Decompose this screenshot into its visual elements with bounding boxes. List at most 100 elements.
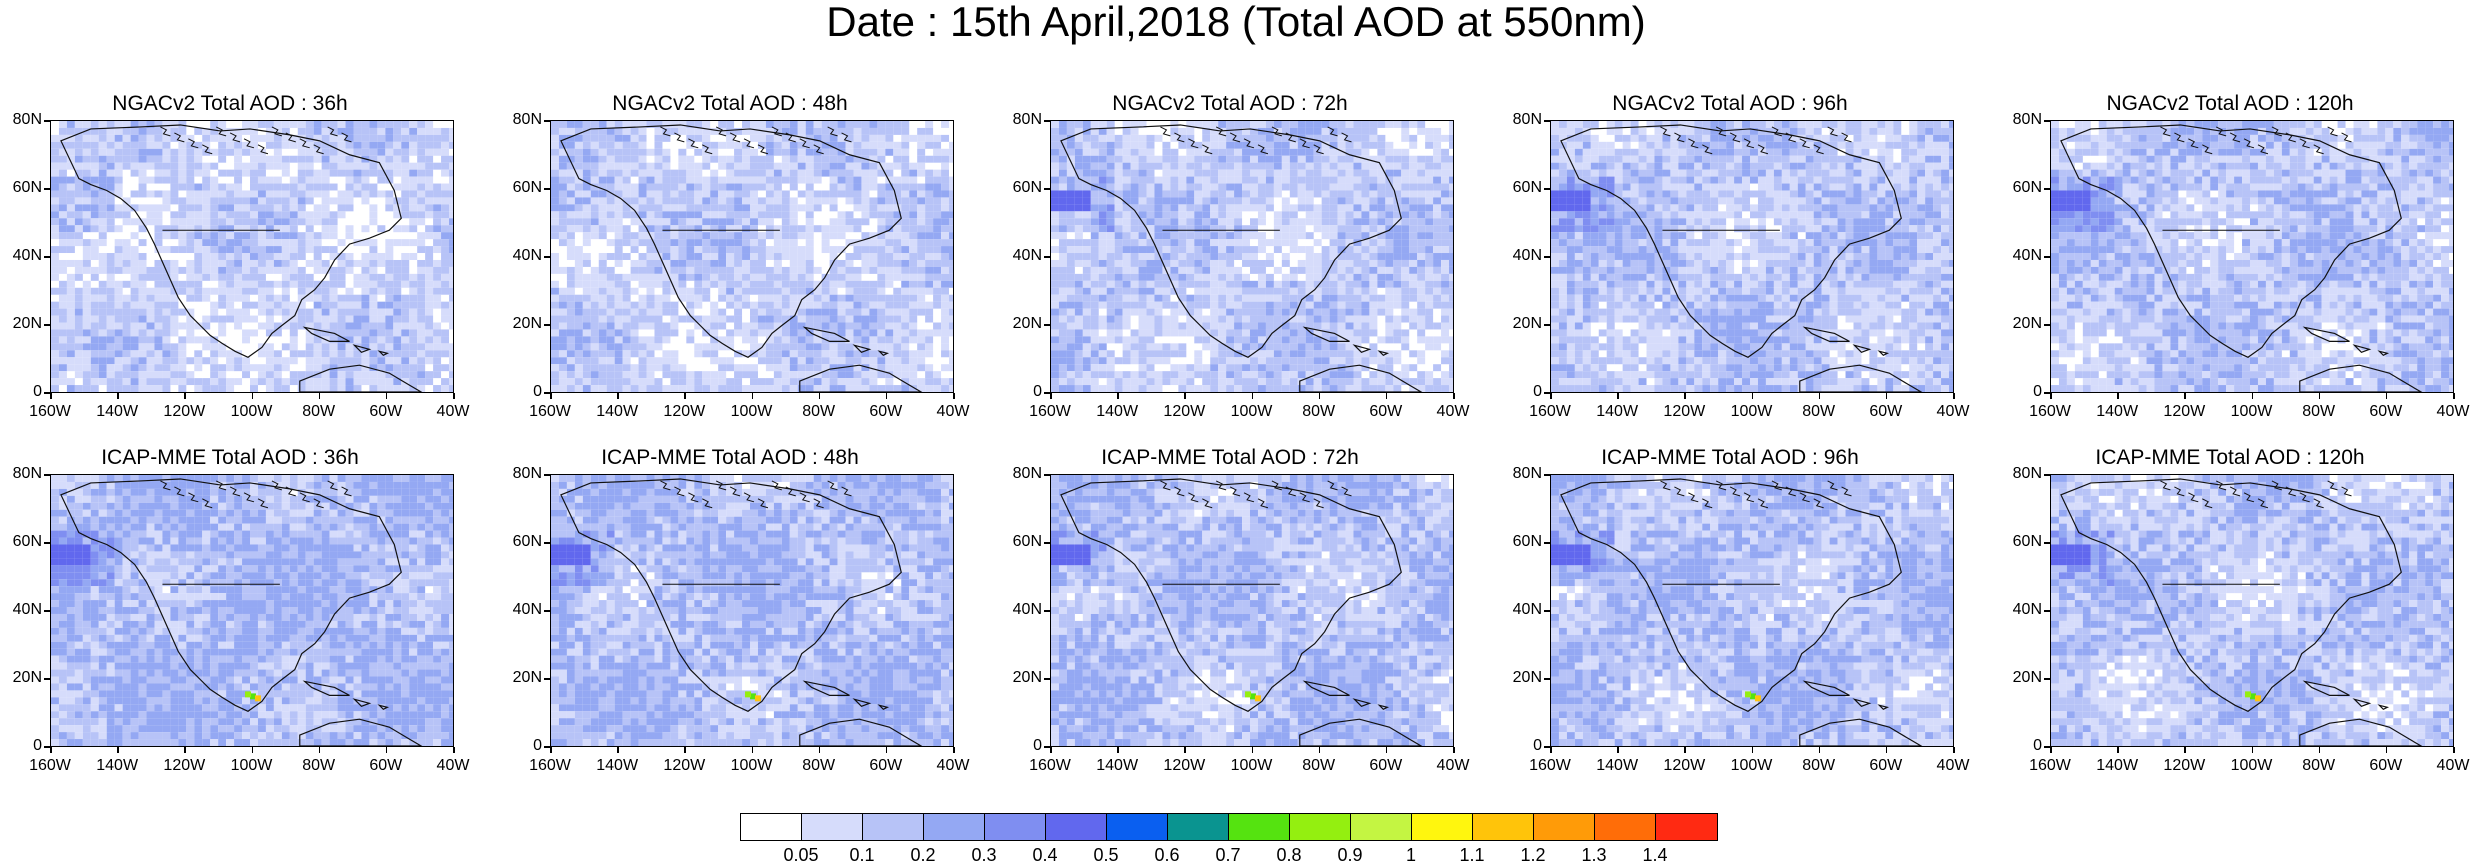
- aod-cell: [806, 246, 814, 253]
- aod-cell: [290, 218, 298, 225]
- aod-cell: [710, 371, 718, 378]
- aod-cell: [750, 190, 758, 197]
- aod-cell: [250, 378, 258, 385]
- aod-cell: [401, 225, 409, 232]
- aod-cell: [1154, 357, 1162, 364]
- aod-cell: [210, 385, 218, 392]
- aod-cell: [1274, 343, 1282, 350]
- aod-cell: [742, 156, 750, 163]
- aod-cell: [1107, 371, 1115, 378]
- aod-cell: [449, 218, 453, 225]
- aod-cell: [1067, 184, 1075, 191]
- aod-cell: [639, 253, 647, 260]
- aod-cell: [782, 163, 790, 170]
- aod-cell: [83, 316, 91, 323]
- aod-cell: [694, 267, 702, 274]
- aod-cell: [218, 246, 226, 253]
- aod-cell: [1338, 274, 1346, 281]
- aod-cell: [1298, 163, 1306, 170]
- aod-cell: [123, 142, 131, 149]
- aod-cell: [170, 316, 178, 323]
- aod-cell: [1234, 288, 1242, 295]
- aod-cell: [369, 149, 377, 156]
- aod-cell: [91, 121, 99, 128]
- aod-cell: [615, 329, 623, 336]
- aod-cell: [1147, 364, 1155, 371]
- aod-cell: [1338, 156, 1346, 163]
- aod-cell: [766, 267, 774, 274]
- aod-cell: [1314, 204, 1322, 211]
- aod-cell: [774, 260, 782, 267]
- aod-cell: [1051, 329, 1059, 336]
- aod-cell: [139, 350, 147, 357]
- aod-cell: [599, 350, 607, 357]
- aod-cell: [559, 204, 567, 211]
- aod-cell: [551, 149, 559, 156]
- aod-cell: [806, 184, 814, 191]
- aod-cell: [1147, 316, 1155, 323]
- aod-cell: [1067, 267, 1075, 274]
- aod-cell: [1226, 121, 1234, 128]
- aod-cell: [202, 336, 210, 343]
- aod-cell: [853, 246, 861, 253]
- aod-cell: [647, 246, 655, 253]
- aod-cell: [678, 149, 686, 156]
- aod-cell: [1147, 357, 1155, 364]
- aod-cell: [806, 274, 814, 281]
- aod-cell: [567, 364, 575, 371]
- aod-cell: [1338, 197, 1346, 204]
- aod-cell: [369, 329, 377, 336]
- aod-cell: [750, 316, 758, 323]
- aod-cell: [361, 267, 369, 274]
- aod-cell: [314, 121, 322, 128]
- aod-cell: [877, 288, 885, 295]
- aod-cell: [147, 274, 155, 281]
- aod-cell: [91, 267, 99, 274]
- aod-cell: [154, 329, 162, 336]
- aod-cell: [838, 260, 846, 267]
- aod-cell: [774, 239, 782, 246]
- aod-cell: [1282, 197, 1290, 204]
- aod-cell: [67, 323, 75, 330]
- aod-cell: [67, 121, 75, 128]
- aod-cell: [441, 302, 449, 309]
- aod-cell: [1353, 260, 1361, 267]
- aod-cell: [178, 225, 186, 232]
- aod-cell: [774, 281, 782, 288]
- aod-cell: [1147, 274, 1155, 281]
- aod-cell: [1170, 323, 1178, 330]
- lat-tick: [544, 120, 550, 122]
- aod-cell: [282, 218, 290, 225]
- aod-cell: [694, 371, 702, 378]
- aod-cell: [909, 281, 917, 288]
- aod-cell: [901, 323, 909, 330]
- aod-cell: [917, 350, 925, 357]
- aod-cell: [822, 163, 830, 170]
- aod-cell: [702, 163, 710, 170]
- aod-cell: [338, 142, 346, 149]
- aod-cell: [266, 211, 274, 218]
- aod-cell: [1194, 329, 1202, 336]
- aod-cell: [1162, 177, 1170, 184]
- aod-cell: [814, 170, 822, 177]
- aod-cell: [393, 350, 401, 357]
- aod-cell: [441, 336, 449, 343]
- aod-cell: [298, 218, 306, 225]
- aod-cell: [385, 121, 393, 128]
- aod-cell: [346, 121, 354, 128]
- aod-cell: [901, 239, 909, 246]
- aod-cell: [417, 163, 425, 170]
- aod-cell: [75, 260, 83, 267]
- aod-cell: [330, 218, 338, 225]
- aod-cell: [662, 329, 670, 336]
- aod-cell: [1107, 288, 1115, 295]
- aod-cell: [210, 225, 218, 232]
- aod-cell: [1234, 204, 1242, 211]
- aod-cell: [734, 323, 742, 330]
- aod-cell: [869, 260, 877, 267]
- aod-cell: [441, 288, 449, 295]
- aod-cell: [949, 295, 953, 302]
- aod-cell: [615, 364, 623, 371]
- aod-cell: [1338, 350, 1346, 357]
- aod-cell: [401, 177, 409, 184]
